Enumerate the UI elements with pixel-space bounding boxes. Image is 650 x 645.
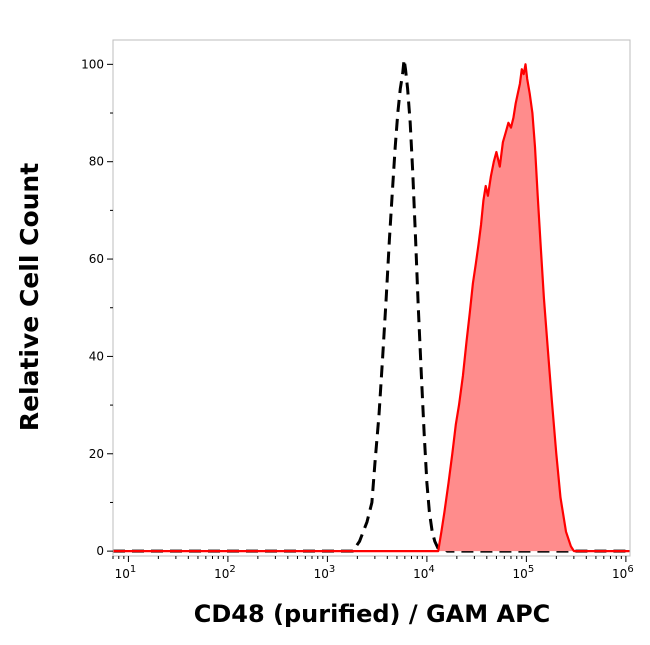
y-axis-title: Relative Cell Count [15, 163, 44, 431]
y-tick-label: 0 [96, 544, 104, 558]
x-tick-label: 101 [115, 564, 137, 581]
y-tick-label: 60 [89, 252, 104, 266]
x-tick-label: 102 [214, 564, 236, 581]
x-tick-label: 104 [413, 564, 435, 581]
plot-frame [112, 39, 631, 557]
x-axis-title: CD48 (purified) / GAM APC [194, 600, 551, 628]
x-tick-exponent: 4 [428, 564, 434, 575]
y-axis: 0 20 40 60 80 100 [81, 57, 113, 558]
series-line-control [113, 58, 630, 553]
x-tick-exponent: 1 [130, 564, 136, 575]
plot-area [113, 58, 630, 553]
x-tick-base: 10 [413, 567, 428, 581]
x-tick-base: 10 [513, 567, 528, 581]
x-tick-base: 10 [214, 567, 229, 581]
y-tick-label: 80 [89, 155, 104, 169]
series-line-stained [113, 63, 630, 553]
x-tick-label: 106 [612, 564, 634, 581]
x-tick-base: 10 [612, 567, 627, 581]
x-tick-base: 10 [314, 567, 329, 581]
x-tick-exponent: 3 [329, 564, 335, 575]
y-tick-label: 100 [81, 57, 104, 71]
x-tick-exponent: 2 [229, 564, 235, 575]
x-tick-base: 10 [115, 567, 130, 581]
x-tick-exponent: 6 [627, 564, 633, 575]
x-tick-label: 105 [513, 564, 535, 581]
x-tick-exponent: 5 [528, 564, 534, 575]
x-axis: 101 102 103 104 105 106 [112, 556, 634, 581]
y-tick-label: 40 [89, 349, 104, 363]
y-tick-label: 20 [89, 447, 104, 461]
x-tick-label: 103 [314, 564, 336, 581]
series-fill-area [438, 64, 574, 552]
